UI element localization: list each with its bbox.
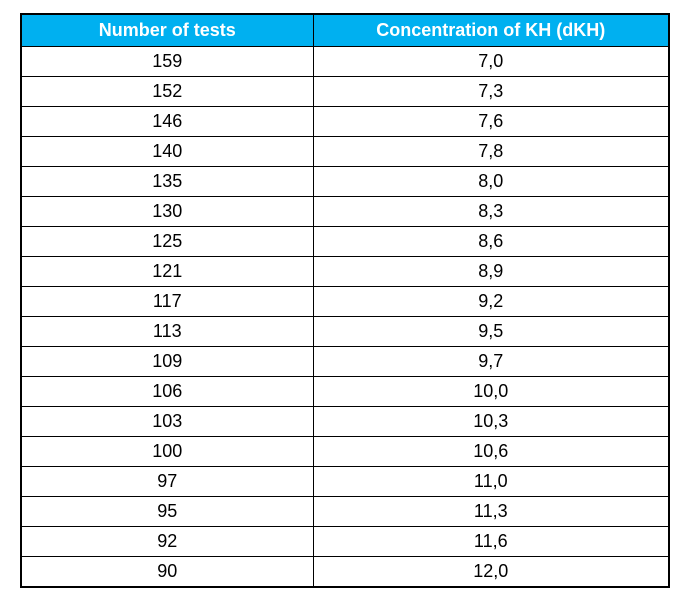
kh-test-table: Number of tests Concentration of KH (dKH…: [20, 13, 670, 588]
table-row: 146 7,6: [20, 106, 670, 137]
table-row: 95 11,3: [20, 496, 670, 527]
cell-kh-concentration: 7,6: [312, 106, 670, 137]
cell-kh-concentration: 12,0: [312, 556, 670, 588]
table-row: 92 11,6: [20, 526, 670, 557]
cell-number-of-tests: 90: [20, 556, 314, 588]
cell-kh-concentration: 7,3: [312, 76, 670, 107]
cell-number-of-tests: 100: [20, 436, 314, 467]
table-body: 159 7,0 152 7,3 146 7,6 140 7,8 135 8,0 130 8,3 125 8…: [20, 46, 670, 588]
table-row: 100 10,6: [20, 436, 670, 467]
cell-number-of-tests: 92: [20, 526, 314, 557]
cell-kh-concentration: 10,0: [312, 376, 670, 407]
cell-kh-concentration: 8,0: [312, 166, 670, 197]
cell-kh-concentration: 9,5: [312, 316, 670, 347]
table-row: 97 11,0: [20, 466, 670, 497]
cell-kh-concentration: 10,6: [312, 436, 670, 467]
cell-kh-concentration: 8,3: [312, 196, 670, 227]
table-row: 106 10,0: [20, 376, 670, 407]
cell-kh-concentration: 11,3: [312, 496, 670, 527]
kh-test-table-container: Number of tests Concentration of KH (dKH…: [20, 13, 670, 588]
table-row: 140 7,8: [20, 136, 670, 167]
table-row: 121 8,9: [20, 256, 670, 287]
header-kh-concentration: Concentration of KH (dKH): [312, 13, 670, 47]
cell-number-of-tests: 117: [20, 286, 314, 317]
cell-number-of-tests: 146: [20, 106, 314, 137]
cell-number-of-tests: 109: [20, 346, 314, 377]
cell-kh-concentration: 9,2: [312, 286, 670, 317]
cell-kh-concentration: 11,6: [312, 526, 670, 557]
cell-number-of-tests: 121: [20, 256, 314, 287]
cell-number-of-tests: 113: [20, 316, 314, 347]
cell-number-of-tests: 130: [20, 196, 314, 227]
table-row: 152 7,3: [20, 76, 670, 107]
table-row: 113 9,5: [20, 316, 670, 347]
cell-kh-concentration: 10,3: [312, 406, 670, 437]
cell-kh-concentration: 8,6: [312, 226, 670, 257]
cell-number-of-tests: 140: [20, 136, 314, 167]
cell-number-of-tests: 106: [20, 376, 314, 407]
cell-kh-concentration: 7,8: [312, 136, 670, 167]
table-row: 117 9,2: [20, 286, 670, 317]
cell-number-of-tests: 95: [20, 496, 314, 527]
table-row: 90 12,0: [20, 556, 670, 588]
cell-number-of-tests: 103: [20, 406, 314, 437]
table-row: 159 7,0: [20, 46, 670, 77]
cell-number-of-tests: 125: [20, 226, 314, 257]
cell-number-of-tests: 159: [20, 46, 314, 77]
table-row: 135 8,0: [20, 166, 670, 197]
cell-kh-concentration: 11,0: [312, 466, 670, 497]
cell-number-of-tests: 97: [20, 466, 314, 497]
cell-kh-concentration: 9,7: [312, 346, 670, 377]
table-row: 103 10,3: [20, 406, 670, 437]
table-row: 130 8,3: [20, 196, 670, 227]
cell-number-of-tests: 152: [20, 76, 314, 107]
table-header-row: Number of tests Concentration of KH (dKH…: [20, 13, 670, 47]
cell-number-of-tests: 135: [20, 166, 314, 197]
table-row: 125 8,6: [20, 226, 670, 257]
header-number-of-tests: Number of tests: [20, 13, 314, 47]
cell-kh-concentration: 8,9: [312, 256, 670, 287]
cell-kh-concentration: 7,0: [312, 46, 670, 77]
table-row: 109 9,7: [20, 346, 670, 377]
